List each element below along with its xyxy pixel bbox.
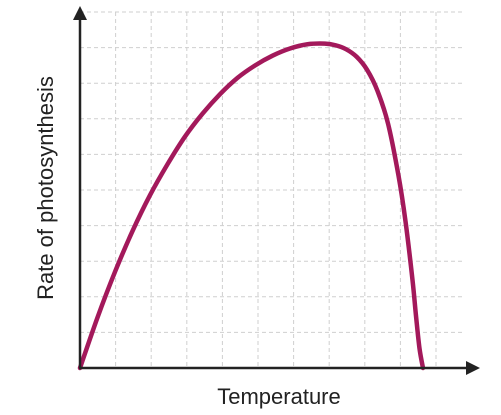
axes (73, 6, 480, 375)
x-axis-label: Temperature (217, 384, 341, 409)
x-axis-arrow (466, 361, 480, 375)
y-axis-arrow (73, 6, 87, 20)
grid-lines (80, 11, 462, 368)
rate-curve (77, 41, 426, 371)
y-axis-label: Rate of photosynthesis (33, 76, 58, 300)
